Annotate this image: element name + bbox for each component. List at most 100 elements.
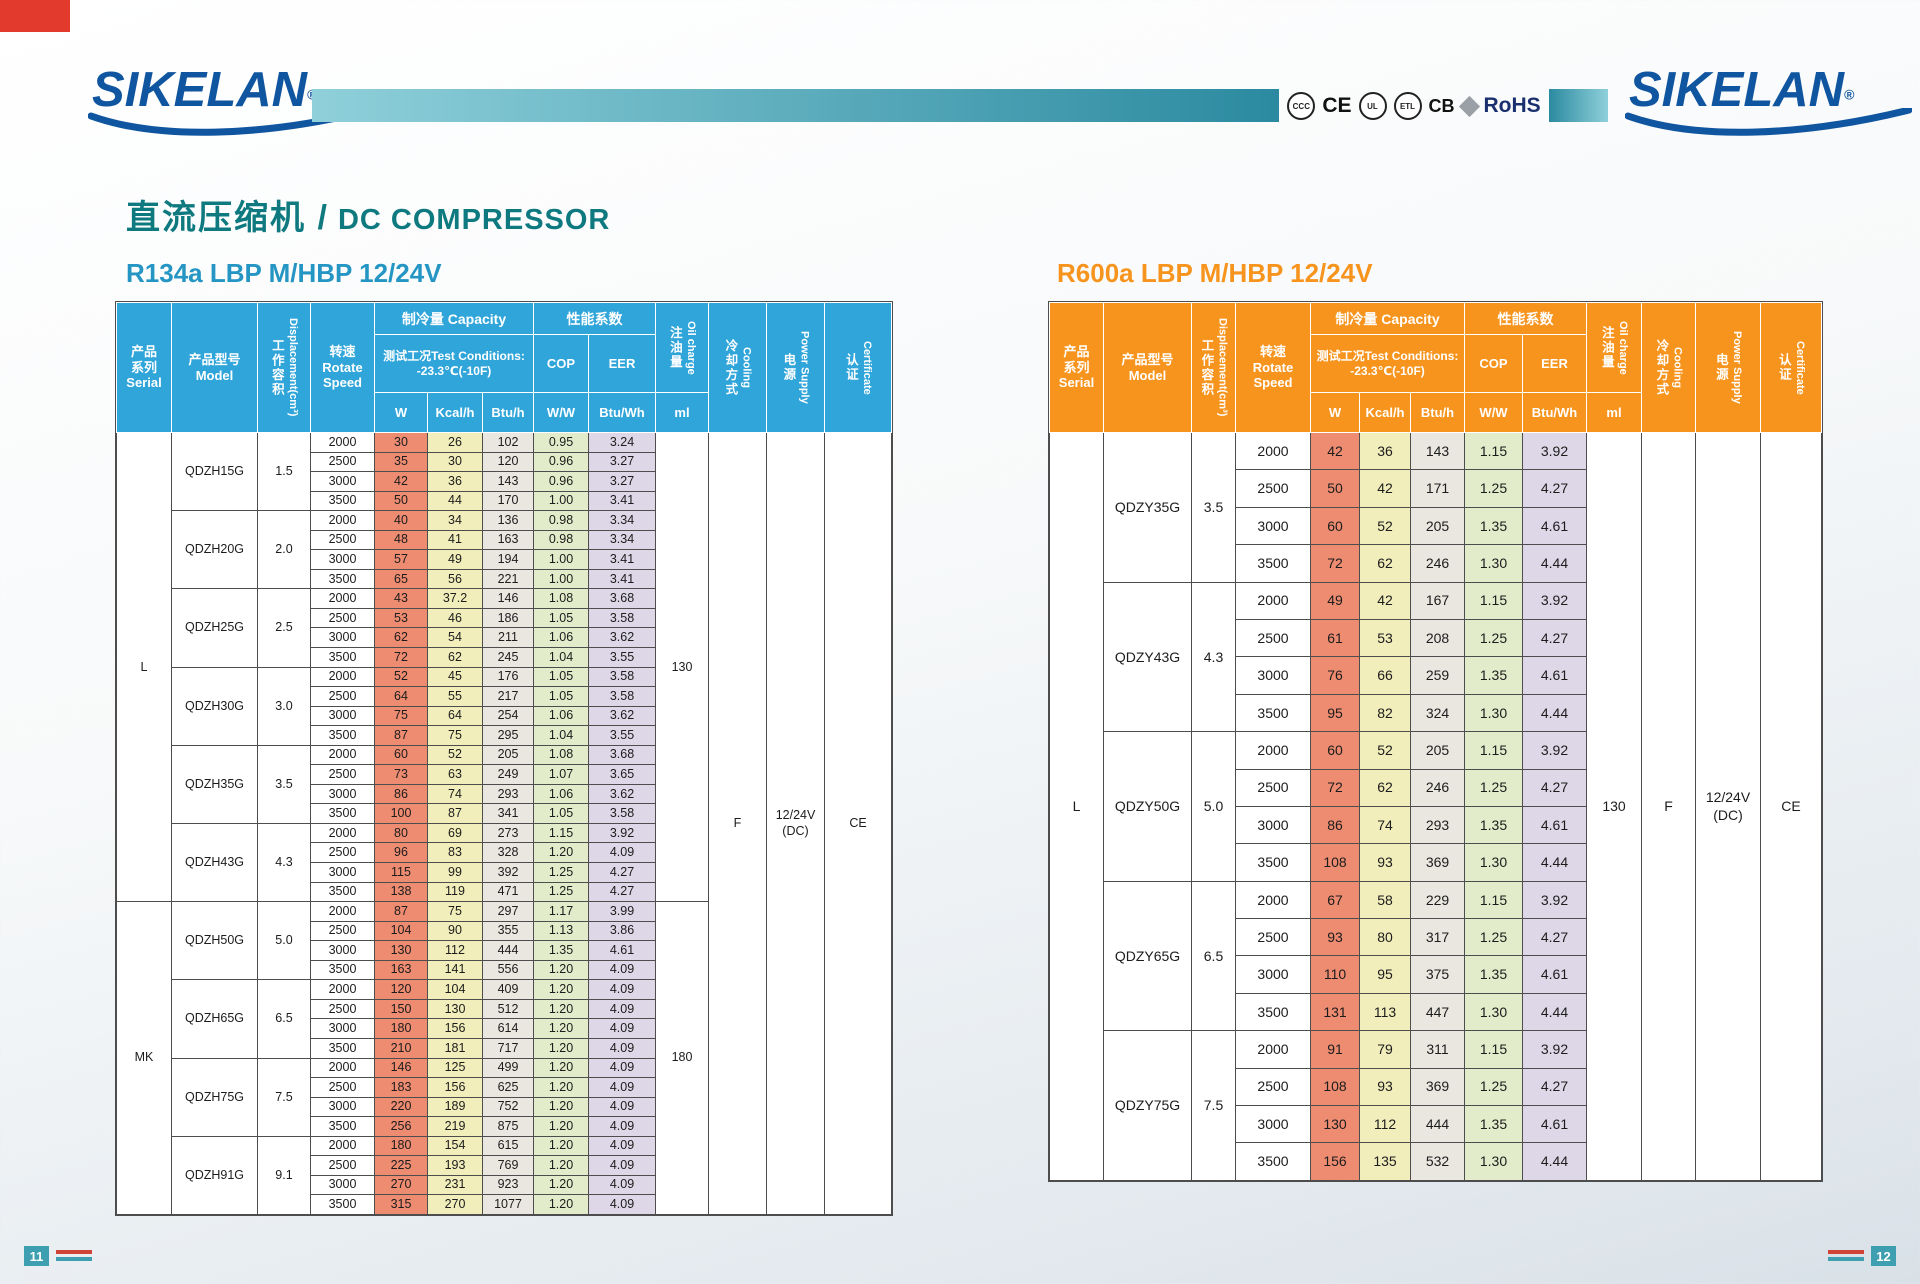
header-certificate: 认证 Certificate <box>1760 302 1822 433</box>
cell-capacity-w: 93 <box>1310 918 1360 957</box>
cell-speed: 2000 <box>310 979 375 1000</box>
cell-capacity-w: 42 <box>374 471 428 492</box>
cell-capacity-w: 52 <box>374 666 428 688</box>
cell-capacity-btu: 625 <box>482 1077 534 1098</box>
cell-cop: 1.15 <box>533 822 589 844</box>
page-title-chinese: 直流压缩机 / <box>126 199 329 237</box>
header-unit-btu: Btu/h <box>1410 392 1465 433</box>
spec-table-r134a: 产品 系列 Serial 产品型号 Model 工作容积 Displacement(cm³)… <box>116 302 892 1215</box>
header-capacity: 制冷量 Capacity <box>1310 302 1465 335</box>
cell-cop: 1.08 <box>533 588 589 609</box>
cell-capacity-w: 76 <box>1310 656 1360 695</box>
cell-capacity-w: 108 <box>1310 843 1360 882</box>
cell-capacity-w: 50 <box>1310 469 1360 508</box>
cell-speed: 2000 <box>310 822 375 844</box>
header-unit-w: W <box>1310 392 1360 433</box>
rohs-diamond-icon <box>1458 95 1480 117</box>
cell-cop: 1.25 <box>533 862 589 883</box>
cell-capacity-w: 30 <box>374 432 428 453</box>
cell-speed: 3500 <box>310 568 375 590</box>
cell-cop: 1.25 <box>1464 618 1523 658</box>
cell-capacity-w: 120 <box>374 979 428 1000</box>
cell-serial-group: L <box>116 431 172 903</box>
cell-model: QDZH35G <box>171 744 258 824</box>
cell-oil-charge: 130 <box>1586 432 1642 1181</box>
cell-capacity-kcal: 156 <box>427 1018 483 1039</box>
header-rotate-speed: 转速 Rotate Speed <box>1235 302 1311 433</box>
header-test-conditions: 测试工况Test Conditions: -23.3℃(-10F) <box>374 334 534 393</box>
cell-speed: 3000 <box>310 1174 375 1196</box>
cell-capacity-kcal: 231 <box>427 1174 483 1196</box>
cell-eer: 3.92 <box>1522 880 1587 920</box>
cell-capacity-kcal: 37.2 <box>427 588 483 609</box>
cell-cop: 1.30 <box>1464 693 1523 733</box>
cell-cop: 0.96 <box>533 451 589 473</box>
header-unit-btu: Btu/h <box>482 392 534 433</box>
cell-speed: 3500 <box>1235 1142 1311 1181</box>
cell-capacity-w: 225 <box>374 1155 428 1176</box>
cell-capacity-btu: 471 <box>482 881 534 903</box>
cell-certificate: CE <box>1760 432 1822 1181</box>
cell-eer: 3.99 <box>588 901 656 922</box>
cell-speed: 2500 <box>310 842 375 864</box>
cell-speed: 2000 <box>1235 880 1311 920</box>
cell-capacity-kcal: 99 <box>427 862 483 883</box>
header-unit-ml: ml <box>655 392 709 433</box>
header-performance: 性能系数 <box>1464 302 1587 335</box>
cell-capacity-kcal: 93 <box>1359 1067 1411 1107</box>
cell-cop: 1.06 <box>533 627 589 649</box>
brand-logo-right: SIKELAN® <box>1625 62 1920 140</box>
cell-capacity-btu: 369 <box>1410 843 1465 882</box>
cell-speed: 2500 <box>310 529 375 551</box>
cell-capacity-kcal: 79 <box>1359 1030 1411 1069</box>
cell-capacity-btu: 532 <box>1410 1142 1465 1181</box>
cell-speed: 3500 <box>310 959 375 981</box>
cell-capacity-kcal: 45 <box>427 666 483 688</box>
cell-capacity-kcal: 64 <box>427 705 483 727</box>
header-unit-ml: ml <box>1586 392 1642 433</box>
cell-cooling: F <box>708 432 767 1215</box>
cell-displacement: 3.5 <box>1191 432 1236 583</box>
table-title-r134a: R134a LBP M/HBP 12/24V <box>126 258 442 288</box>
cell-speed: 3000 <box>1235 1105 1311 1144</box>
cell-capacity-w: 87 <box>374 725 428 746</box>
cell-speed: 2500 <box>310 920 375 942</box>
header-cooling: 冷却方式 Cooling <box>708 302 767 433</box>
cell-speed: 2000 <box>310 588 375 609</box>
cell-capacity-kcal: 74 <box>1359 805 1411 845</box>
cell-capacity-kcal: 75 <box>427 901 483 922</box>
cell-capacity-btu: 254 <box>482 705 534 727</box>
cell-capacity-w: 80 <box>374 822 428 844</box>
cell-capacity-btu: 120 <box>482 451 534 473</box>
cell-model: QDZH65G <box>171 979 258 1059</box>
cell-capacity-w: 67 <box>1310 880 1360 920</box>
header-band-short <box>1549 89 1608 122</box>
cell-capacity-btu: 499 <box>482 1057 534 1079</box>
header-cop: COP <box>533 334 589 393</box>
cell-capacity-w: 61 <box>1310 618 1360 658</box>
cell-speed: 2500 <box>310 607 375 629</box>
cell-cop: 1.05 <box>533 803 589 824</box>
cell-model: QDZH50G <box>171 901 258 981</box>
cell-capacity-btu: 217 <box>482 686 534 707</box>
cell-eer: 3.92 <box>1522 731 1587 770</box>
cell-eer: 4.09 <box>588 1155 656 1176</box>
logo-swoosh-icon <box>1625 108 1912 136</box>
cell-speed: 3000 <box>310 862 375 883</box>
cell-capacity-kcal: 62 <box>1359 544 1411 583</box>
cell-capacity-w: 210 <box>374 1037 428 1059</box>
cell-capacity-btu: 324 <box>1410 693 1465 733</box>
cell-capacity-w: 72 <box>374 647 428 668</box>
cell-capacity-btu: 447 <box>1410 992 1465 1032</box>
cell-cop: 1.07 <box>533 764 589 785</box>
cell-capacity-kcal: 66 <box>1359 656 1411 695</box>
cell-capacity-btu: 556 <box>482 959 534 981</box>
cell-eer: 3.92 <box>1522 431 1587 471</box>
cell-capacity-btu: 1077 <box>482 1194 534 1215</box>
cell-cooling: F <box>1641 432 1696 1181</box>
cell-eer: 4.61 <box>1522 955 1587 994</box>
cell-eer: 3.55 <box>588 725 656 746</box>
cell-speed: 3500 <box>310 1194 375 1215</box>
cell-capacity-w: 96 <box>374 842 428 864</box>
cell-capacity-w: 49 <box>1310 581 1360 620</box>
